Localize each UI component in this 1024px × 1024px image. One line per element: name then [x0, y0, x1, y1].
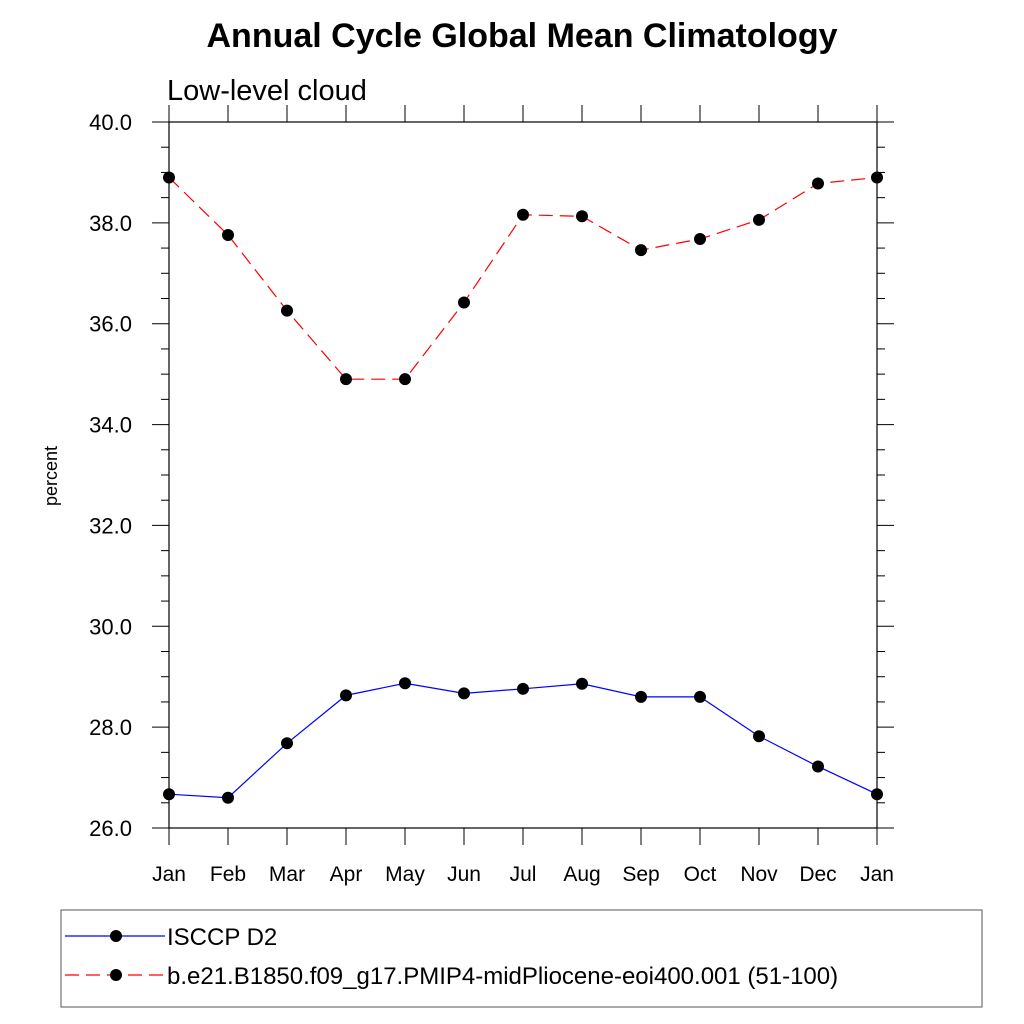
x-tick-label: May: [385, 863, 425, 886]
data-point-series-1: [694, 690, 706, 703]
y-tick-label: 40.0: [89, 110, 132, 135]
data-point-series-2: [517, 208, 529, 221]
data-point-series-2: [281, 304, 293, 317]
chart-subtitle: Low-level cloud: [167, 75, 367, 107]
x-tick-label: Aug: [563, 863, 600, 886]
legend-marker-1: [110, 930, 122, 942]
data-point-series-2: [812, 177, 824, 190]
x-tick-label: Feb: [210, 863, 246, 886]
data-point-series-1: [399, 677, 411, 690]
y-tick-label: 26.0: [89, 816, 132, 841]
plot-frame: [168, 121, 878, 829]
data-point-series-2: [399, 373, 411, 386]
x-tick-label: Jan: [152, 863, 186, 886]
data-point-series-1: [458, 687, 470, 700]
data-point-series-2: [458, 296, 470, 309]
x-tick-label: Jun: [447, 863, 481, 886]
data-point-series-2: [222, 228, 234, 241]
y-tick-label: 32.0: [89, 513, 132, 538]
legend: ISCCP D2 b.e21.B1850.f09_g17.PMIP4-midPli…: [65, 924, 838, 990]
data-point-series-1: [635, 690, 647, 703]
x-tick-label: Oct: [684, 863, 717, 886]
y-axis-label: percent: [41, 446, 61, 506]
y-tick-label: 38.0: [89, 211, 132, 236]
data-point-series-2: [871, 171, 883, 184]
data-point-series-1: [281, 737, 293, 750]
data-point-series-1: [812, 760, 824, 773]
x-tick-label: Sep: [622, 863, 659, 886]
y-tick-label: 30.0: [89, 614, 132, 639]
chart-title: Annual Cycle Global Mean Climatology: [207, 17, 838, 55]
data-point-series-1: [222, 791, 234, 804]
data-point-series-2: [340, 373, 352, 386]
legend-label-2: b.e21.B1850.f09_g17.PMIP4-midPliocene-eo…: [167, 963, 838, 990]
x-tick-label: Jul: [510, 863, 537, 886]
data-point-series-1: [753, 730, 765, 743]
x-tick-label: Nov: [740, 863, 778, 886]
data-point-series-1: [576, 677, 588, 690]
data-point-series-1: [163, 788, 175, 801]
y-tick-label: 34.0: [89, 413, 132, 438]
data-point-series-1: [871, 788, 883, 801]
legend-marker-2: [110, 969, 122, 981]
plot-series: [163, 171, 883, 804]
data-point-series-2: [163, 171, 175, 184]
data-point-series-1: [340, 689, 352, 702]
legend-label-1: ISCCP D2: [167, 924, 277, 951]
series-line-2: [168, 176, 878, 380]
legend-box: [60, 909, 983, 1008]
data-point-series-2: [694, 232, 706, 245]
data-point-series-2: [576, 210, 588, 223]
data-point-series-2: [753, 213, 765, 226]
x-tick-label: Apr: [330, 863, 363, 886]
plot-axes: 26.0 28.0 30.0 32.0 34.0 36.0 38.0 40.0 Jan Feb Ma…: [89, 105, 894, 886]
x-tick-label: Mar: [269, 863, 305, 886]
y-tick-label: 28.0: [89, 715, 132, 740]
x-tick-label: Dec: [799, 863, 836, 886]
data-point-series-1: [517, 682, 529, 695]
series-line-1: [168, 682, 878, 799]
x-tick-label: Jan: [860, 863, 894, 886]
y-tick-label: 36.0: [89, 312, 132, 337]
data-point-series-2: [635, 244, 647, 257]
